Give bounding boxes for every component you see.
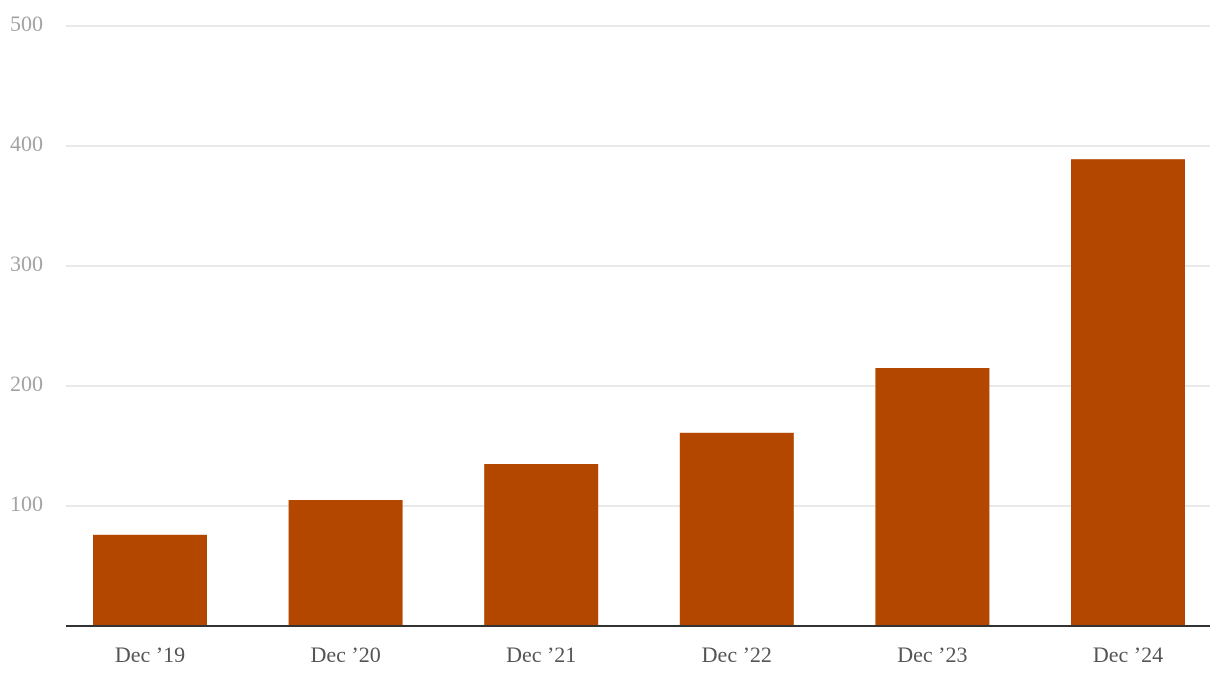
x-tick-label: Dec ’19 (115, 642, 185, 667)
bar (679, 432, 794, 626)
bar (1071, 159, 1185, 626)
bar (875, 368, 990, 626)
y-tick-label: 200 (10, 371, 43, 396)
x-tick-label: Dec ’21 (506, 642, 576, 667)
x-tick-label: Dec ’23 (897, 642, 967, 667)
x-tick-label: Dec ’24 (1093, 642, 1163, 667)
bar (484, 464, 599, 626)
y-tick-label: 500 (10, 11, 43, 36)
y-tick-label: 300 (10, 251, 43, 276)
x-tick-label: Dec ’22 (702, 642, 772, 667)
y-tick-label: 100 (10, 491, 43, 516)
y-tick-label: 400 (10, 131, 43, 156)
bar (93, 534, 207, 626)
x-tick-label: Dec ’20 (310, 642, 380, 667)
bar (288, 500, 403, 626)
